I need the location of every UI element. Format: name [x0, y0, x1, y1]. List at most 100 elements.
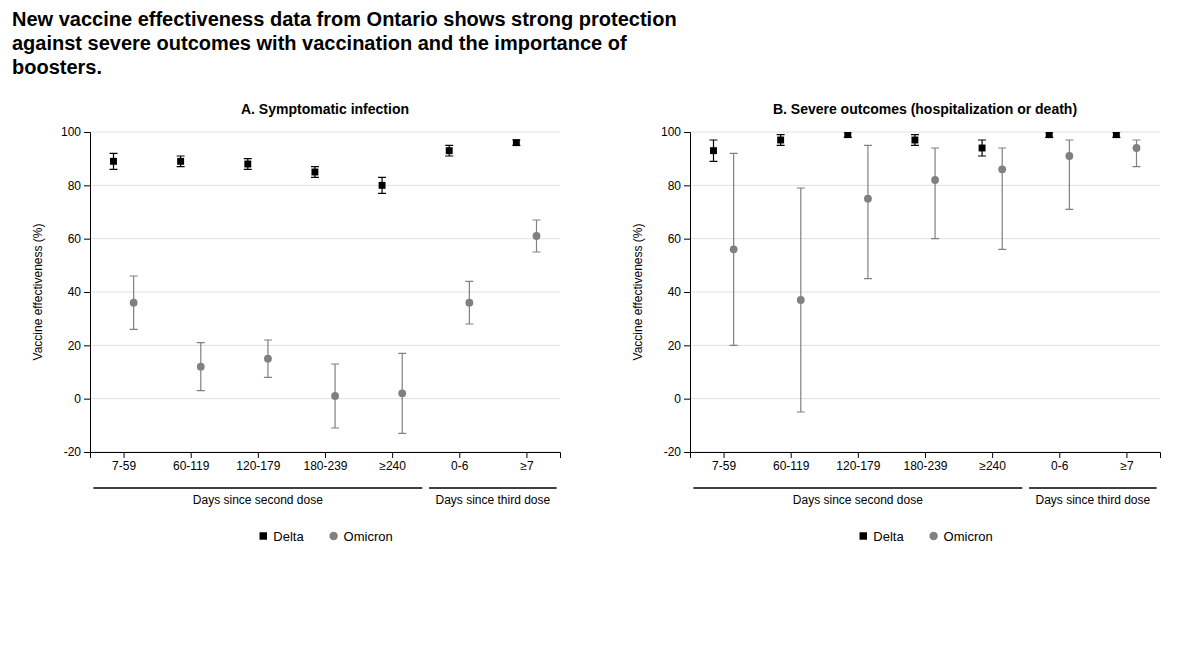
point: [864, 195, 872, 203]
tick-label: 120-179: [236, 459, 280, 473]
tick-label: ≥240: [979, 459, 1006, 473]
error-bar: [1045, 132, 1053, 137]
tick-mark: [684, 345, 690, 346]
tick-mark: [684, 292, 690, 293]
error-bar: [998, 148, 1006, 249]
grid-line: [90, 398, 560, 399]
error-bar: [311, 167, 319, 178]
tick-label: 80: [68, 179, 82, 193]
tick-mark: [84, 239, 90, 240]
point: [998, 165, 1006, 173]
group-label: Days since second dose: [793, 493, 923, 507]
point: [844, 132, 851, 138]
point: [197, 363, 205, 371]
tick: 60: [68, 232, 90, 246]
group-bracket: [693, 487, 1022, 489]
tick: 0-6: [1051, 452, 1069, 473]
error-bar: [931, 148, 939, 239]
tick: 7-59: [112, 452, 136, 473]
group-label: Days since second dose: [193, 493, 323, 507]
legend-symbol: [260, 532, 267, 539]
tick-label: 100: [661, 125, 681, 139]
group-bracket: [1029, 487, 1157, 489]
x-axis: 7-5960-119120-179180-239≥2400-6≥7: [691, 452, 1161, 473]
tick: 40: [68, 285, 90, 299]
axis-line: [84, 133, 91, 453]
panel: B. Severe outcomes (hospitalization or d…: [631, 101, 1161, 544]
point: [1133, 144, 1141, 152]
legend-item: Omicron: [929, 529, 992, 544]
tick: 120-179: [236, 452, 280, 473]
tick-mark: [791, 452, 792, 458]
marks: [710, 132, 1141, 412]
tick: 100: [61, 125, 90, 139]
tick-mark: [124, 452, 125, 458]
tick-label: ≥240: [379, 459, 406, 473]
point: [446, 147, 453, 154]
tick: -20: [64, 445, 90, 459]
tick-label: 60-119: [773, 459, 810, 473]
title: New vaccine effectiveness data from Onta…: [12, 8, 677, 78]
group-label: Days since third dose: [1035, 493, 1150, 507]
tick-label: 40: [668, 285, 682, 299]
error-bar: [1133, 140, 1141, 167]
error-bar: [512, 140, 520, 145]
axis-title: Vaccine effectiveness (%): [631, 224, 645, 361]
tick-label: 20: [668, 339, 682, 353]
error-bar: [864, 145, 872, 278]
y-axis: -20020406080100: [61, 125, 91, 459]
point: [110, 158, 117, 165]
axis-title: Vaccine effectiveness (%): [31, 224, 45, 361]
axis-line: [684, 133, 691, 453]
tick-label: 0: [74, 392, 81, 406]
tick-mark: [191, 452, 192, 458]
tick: ≥240: [979, 452, 1006, 473]
grid-line: [690, 398, 1160, 399]
error-bar: [1065, 140, 1073, 209]
tick-mark: [84, 399, 90, 400]
tick-label: 180-239: [303, 459, 347, 473]
group-label: Days since third dose: [435, 493, 550, 507]
grid-line: [690, 185, 1160, 186]
series: [110, 139, 521, 193]
point: [533, 232, 541, 240]
tick-mark: [84, 185, 90, 186]
point: [244, 161, 251, 168]
point: [465, 299, 473, 307]
grid: [690, 132, 1160, 452]
point: [513, 139, 520, 146]
tick-mark: [724, 452, 725, 458]
tick: 180-239: [303, 452, 347, 473]
tick: 60-119: [173, 452, 210, 473]
tick-label: 60-119: [173, 459, 210, 473]
tick: 100: [661, 125, 690, 139]
tick-label: 60: [668, 232, 682, 246]
x-axis: 7-5960-119120-179180-239≥2400-6≥7: [91, 452, 561, 473]
legend: DeltaOmicron: [860, 529, 993, 544]
tick: 60: [668, 232, 690, 246]
tick-mark: [684, 239, 690, 240]
tick: 0: [674, 392, 690, 406]
grid: [90, 132, 560, 452]
tick-mark: [526, 452, 527, 458]
error-bar: [197, 343, 205, 391]
point: [797, 296, 805, 304]
tick-mark: [84, 345, 90, 346]
tick-label: 40: [68, 285, 82, 299]
legend-symbol: [929, 532, 937, 540]
error-bar: [378, 177, 386, 193]
grid-line: [90, 238, 560, 239]
point: [777, 137, 784, 144]
legend: DeltaOmicron: [260, 529, 393, 544]
group-bracket: [93, 487, 422, 489]
grid-line: [90, 292, 560, 293]
tick-label: -20: [664, 445, 682, 459]
axis-line: [91, 453, 561, 459]
tick-label: 180-239: [903, 459, 947, 473]
tick-label: 100: [61, 125, 81, 139]
tick-label: 7-59: [112, 459, 136, 473]
tick: 40: [668, 285, 690, 299]
grid-line: [690, 132, 1160, 133]
error-bar: [710, 140, 718, 161]
error-bar: [1112, 132, 1120, 137]
